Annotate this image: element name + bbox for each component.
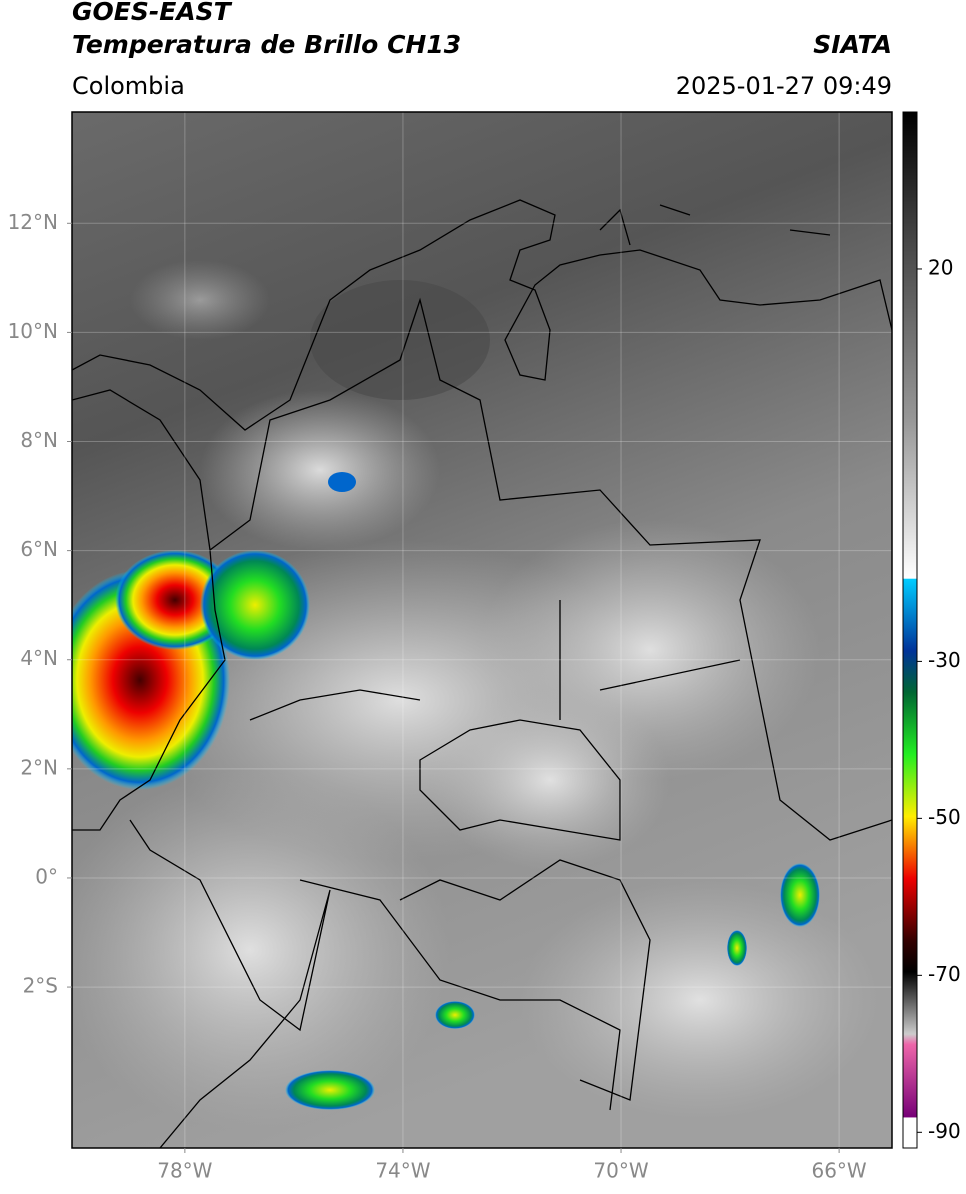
x-tick-label: 78°W bbox=[157, 1159, 212, 1183]
y-tick-label: 8°N bbox=[20, 428, 58, 452]
colorbar-tick-label: -50 bbox=[928, 805, 961, 829]
y-tick-label: 10°N bbox=[8, 319, 58, 343]
subtitle: Temperatura de Brillo CH13 bbox=[72, 30, 461, 59]
colorbar bbox=[902, 111, 918, 1149]
y-tick-label: 12°N bbox=[8, 210, 58, 234]
y-tick-label: 6°N bbox=[20, 537, 58, 561]
y-tick-label: 4°N bbox=[20, 646, 58, 670]
colorbar-tick-label: -90 bbox=[928, 1119, 961, 1143]
y-tick-label: 2°N bbox=[20, 755, 58, 779]
source: SIATA bbox=[813, 30, 892, 59]
x-tick-label: 70°W bbox=[593, 1159, 648, 1183]
satellite-image bbox=[72, 112, 892, 1148]
timestamp: 2025-01-27 09:49 bbox=[676, 72, 892, 100]
colorbar-tick-label: -70 bbox=[928, 962, 961, 986]
y-tick-label: 2°S bbox=[23, 974, 58, 998]
map-frame bbox=[71, 111, 893, 1149]
colorbar-tick-label: -30 bbox=[928, 648, 961, 672]
y-tick-label: 0° bbox=[35, 864, 58, 888]
title: GOES-EAST bbox=[72, 0, 233, 26]
graticule bbox=[72, 112, 892, 1148]
x-tick-label: 66°W bbox=[811, 1159, 866, 1183]
colorbar-tick-label: 20 bbox=[928, 255, 953, 279]
region: Colombia bbox=[72, 72, 185, 100]
x-tick-label: 74°W bbox=[375, 1159, 430, 1183]
